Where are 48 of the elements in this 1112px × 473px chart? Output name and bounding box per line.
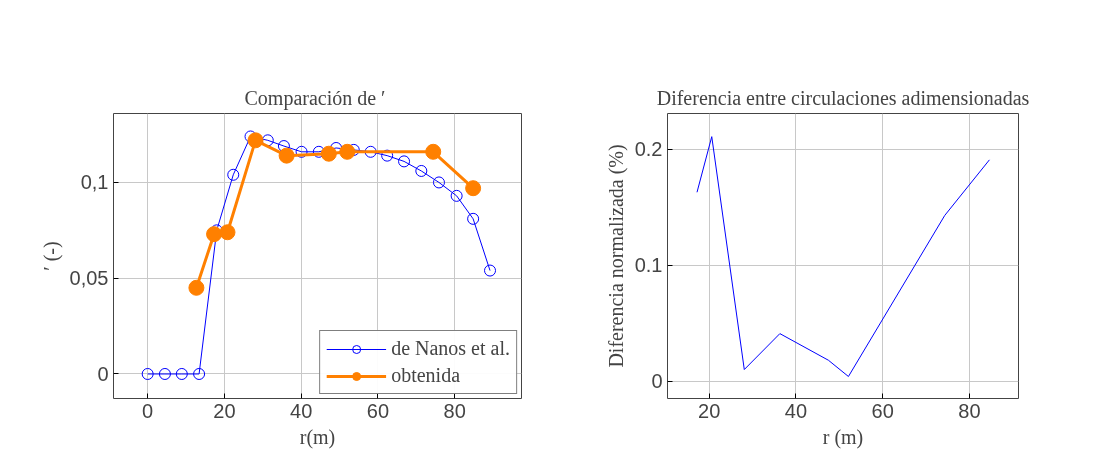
chart-title: Diferencia entre circulaciones adimensionadas xyxy=(656,86,1030,109)
y-tick-label: 0 xyxy=(651,370,663,393)
point xyxy=(320,145,337,162)
point xyxy=(141,367,154,380)
point xyxy=(247,132,264,149)
x-axis-title: r (m) xyxy=(822,425,864,449)
x-tick-label: 60 xyxy=(871,399,894,422)
x-tick-label: 40 xyxy=(784,399,808,422)
point xyxy=(158,367,171,380)
x-tick-label: 0 xyxy=(142,399,154,422)
point xyxy=(339,143,356,160)
y-axis-title: Diferencia normalizada (%) xyxy=(604,144,628,368)
point xyxy=(415,164,428,177)
x-tick-label: 20 xyxy=(213,399,236,422)
y-tick-label: 0 xyxy=(97,362,109,385)
y-tick-label: 0.2 xyxy=(634,138,663,161)
point xyxy=(398,155,411,168)
point xyxy=(467,212,480,225)
point xyxy=(261,134,274,147)
x-tick-label: 60 xyxy=(366,399,390,422)
y-tick-label: 0,05 xyxy=(69,267,109,290)
point xyxy=(450,189,463,202)
point xyxy=(206,226,223,243)
x-tick-label: 80 xyxy=(443,399,466,422)
point xyxy=(312,145,325,158)
legend-label: de Nanos et al. xyxy=(391,337,510,360)
y-tick-label: 0.1 xyxy=(634,254,663,277)
point xyxy=(278,147,295,164)
x-tick-label: 20 xyxy=(698,399,721,422)
point xyxy=(219,224,236,241)
x-axis-title: r(m) xyxy=(299,425,336,449)
y-tick-label: 0,1 xyxy=(80,171,109,194)
chart-title: Comparación de ′ xyxy=(244,86,386,110)
point xyxy=(465,180,482,197)
point xyxy=(175,367,188,380)
point xyxy=(188,279,205,296)
point xyxy=(484,264,497,277)
x-tick-label: 40 xyxy=(290,399,313,422)
point xyxy=(432,176,445,189)
y-axis-title: ′ (-) xyxy=(39,241,63,271)
point xyxy=(425,143,442,160)
point xyxy=(295,145,308,158)
point xyxy=(193,367,206,380)
point xyxy=(227,168,240,181)
point xyxy=(364,145,377,158)
line-series xyxy=(696,136,990,377)
x-tick-label: 80 xyxy=(958,399,981,422)
legend-label: obtenida xyxy=(391,364,461,387)
